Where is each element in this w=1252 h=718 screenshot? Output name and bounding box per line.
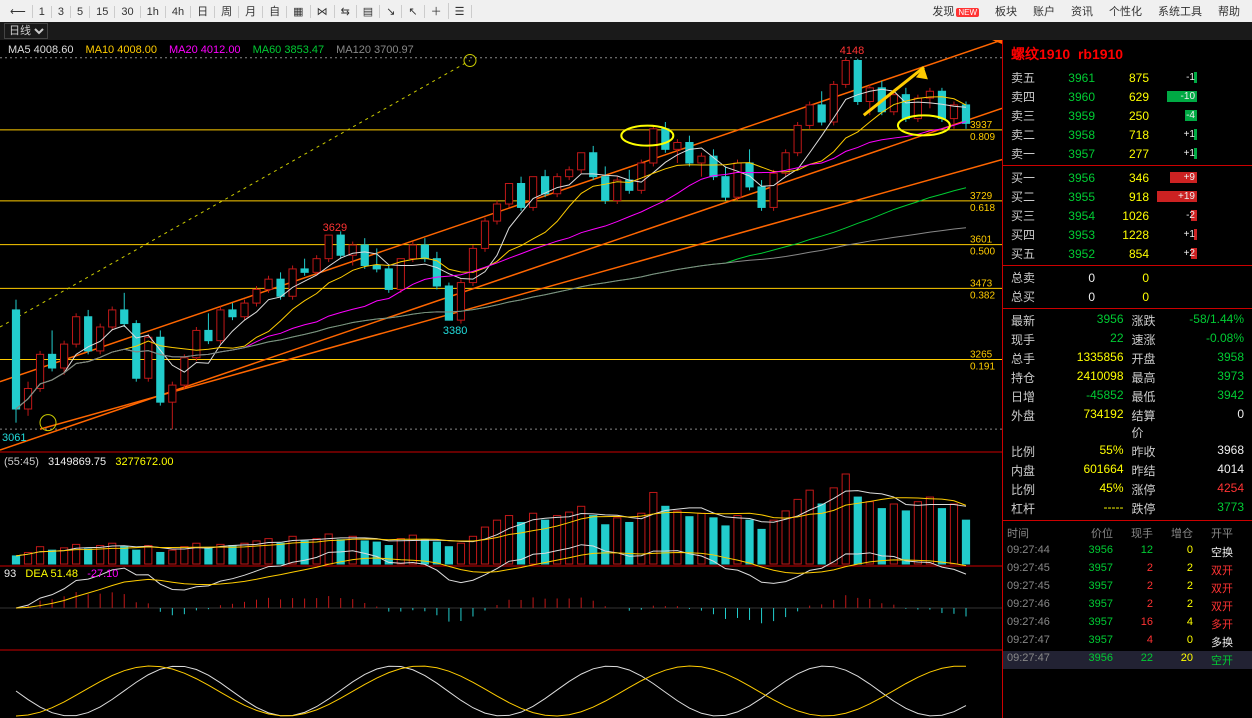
tick-row[interactable]: 09:27:44 3956 12 0 空换 — [1003, 543, 1252, 561]
period-button[interactable]: 1h — [141, 6, 166, 18]
ticks-header: 时间 价位 现手 增仓 开平 — [1003, 523, 1252, 543]
svg-text:0.191: 0.191 — [970, 361, 995, 372]
toolbar-icon[interactable]: ↖ — [402, 5, 424, 18]
toolbar-icon[interactable]: ⋈ — [311, 5, 335, 18]
period-button[interactable]: 5 — [71, 6, 90, 18]
period-button[interactable]: 日 — [191, 6, 215, 18]
bid-row[interactable]: 买四 3953 1228 +1 — [1003, 225, 1252, 244]
tick-row[interactable]: 09:27:46 3957 16 4 多开 — [1003, 615, 1252, 633]
ask-row[interactable]: 卖一 3957 277 +1 — [1003, 144, 1252, 163]
stat-cell: 持仓2410098 — [1007, 368, 1128, 387]
stat-cell: 杠杆----- — [1007, 499, 1128, 518]
stat-cell: 内盘601664 — [1007, 461, 1128, 480]
ask-row[interactable]: 卖四 3960 629 -10 — [1003, 87, 1252, 106]
toolbar-icon[interactable]: ＋ — [425, 3, 449, 19]
ma-value: MA60 3853.47 — [253, 44, 325, 56]
tick-row[interactable]: 09:27:45 3957 2 2 双开 — [1003, 579, 1252, 597]
bid-row[interactable]: 买二 3955 918 +19 — [1003, 187, 1252, 206]
svg-text:3937: 3937 — [970, 120, 993, 131]
toolbar-icon[interactable]: ☰ — [449, 5, 472, 18]
svg-text:0.618: 0.618 — [970, 203, 995, 214]
menu-item[interactable]: 发现NEW — [924, 6, 987, 18]
bid-row[interactable]: 买三 3954 1026 -2 — [1003, 206, 1252, 225]
toolbar-icon[interactable]: ▦ — [287, 5, 310, 18]
svg-text:3380: 3380 — [443, 325, 467, 337]
menu-item[interactable]: 资讯 — [1063, 6, 1101, 18]
bid-row[interactable]: 买五 3952 854 +2 — [1003, 244, 1252, 263]
stat-cell: 涨停4254 — [1128, 480, 1249, 499]
period-button[interactable]: 月 — [239, 6, 263, 18]
toolbar-icon[interactable]: ▤ — [357, 5, 380, 18]
svg-text:0.809: 0.809 — [970, 132, 995, 143]
period-button[interactable]: 1 — [33, 6, 52, 18]
tick-row[interactable]: 09:27:46 3957 2 2 双开 — [1003, 597, 1252, 615]
stat-cell: 最新3956 — [1007, 311, 1128, 330]
period-button[interactable]: 4h — [166, 6, 191, 18]
stat-cell: 涨跌-58/1.44% — [1128, 311, 1249, 330]
menu-item[interactable]: 账户 — [1025, 6, 1063, 18]
tick-row[interactable]: 09:27:47 3957 4 0 多换 — [1003, 633, 1252, 651]
svg-text:0.382: 0.382 — [970, 290, 995, 301]
svg-text:3629: 3629 — [323, 222, 347, 234]
macd-label: 93 DEA 51.48 -27.10 — [4, 568, 118, 580]
period-bar: 日线 — [0, 22, 1252, 40]
stat-cell: 结算价0 — [1128, 406, 1249, 442]
stats-grid: 最新3956涨跌-58/1.44%现手22速涨-0.08%总手1335856开盘… — [1003, 311, 1252, 518]
toolbar-back-icon[interactable]: ⟵ — [4, 5, 33, 18]
svg-text:3473: 3473 — [970, 278, 993, 289]
ma-value: MA120 3700.97 — [336, 44, 414, 56]
ma-value: MA10 4008.00 — [85, 44, 157, 56]
svg-text:3601: 3601 — [970, 235, 993, 246]
price-chart[interactable]: 39370.809 37290.618 36010.500 34730.382 3265… — [0, 40, 1002, 718]
stat-cell: 开盘3958 — [1128, 349, 1249, 368]
stat-cell: 比例45% — [1007, 480, 1128, 499]
chart-area[interactable]: MA5 4008.60 MA10 4008.00 MA20 4012.00 MA60 … — [0, 40, 1002, 718]
ask-row[interactable]: 卖二 3958 718 +1 — [1003, 125, 1252, 144]
stat-cell: 最低3942 — [1128, 387, 1249, 406]
period-button[interactable]: 3 — [52, 6, 71, 18]
menu-item[interactable]: 个性化 — [1101, 6, 1150, 18]
stat-cell: 昨收3968 — [1128, 442, 1249, 461]
total-buy-row: 总买 0 0 — [1003, 287, 1252, 306]
ask-row[interactable]: 卖三 3959 250 -4 — [1003, 106, 1252, 125]
total-sell-row: 总卖 0 0 — [1003, 268, 1252, 287]
volume-label: (55:45) 3149869.75 3277672.00 — [4, 456, 173, 468]
period-button[interactable]: 自 — [263, 6, 287, 18]
menu-item[interactable]: 板块 — [987, 6, 1025, 18]
bid-row[interactable]: 买一 3956 346 +9 — [1003, 168, 1252, 187]
tick-row[interactable]: 09:27:45 3957 2 2 双开 — [1003, 561, 1252, 579]
toolbar-icon[interactable]: ⇆ — [335, 5, 357, 18]
stat-cell: 比例55% — [1007, 442, 1128, 461]
period-button[interactable]: 30 — [115, 6, 140, 18]
toolbar: ⟵ 13515301h4h日周月自 ▦ ⋈ ⇆ ▤ ↘ ↖ ＋ ☰ 发现NEW板… — [0, 0, 1252, 22]
svg-text:0.500: 0.500 — [970, 247, 995, 258]
toolbar-icon[interactable]: ↘ — [380, 5, 402, 18]
ma-legend: MA5 4008.60 MA10 4008.00 MA20 4012.00 MA60 … — [0, 42, 434, 58]
stat-cell: 速涨-0.08% — [1128, 330, 1249, 349]
period-select[interactable]: 日线 — [4, 23, 48, 39]
ask-row[interactable]: 卖五 3961 875 -1 — [1003, 68, 1252, 87]
stat-cell: 现手22 — [1007, 330, 1128, 349]
side-panel: 螺纹1910 rb1910 卖五 3961 875 -1卖四 3960 629 … — [1002, 40, 1252, 718]
ma-value: MA5 4008.60 — [8, 44, 73, 56]
tick-row[interactable]: 09:27:47 3956 22 20 空开 — [1003, 651, 1252, 669]
menu-item[interactable]: 系统工具 — [1150, 6, 1210, 18]
stat-cell: 日增-45852 — [1007, 387, 1128, 406]
ma-value: MA20 4012.00 — [169, 44, 241, 56]
stat-cell: 昨结4014 — [1128, 461, 1249, 480]
stat-cell: 总手1335856 — [1007, 349, 1128, 368]
period-button[interactable]: 周 — [215, 6, 239, 18]
svg-text:4148: 4148 — [840, 45, 864, 57]
stat-cell: 跌停3773 — [1128, 499, 1249, 518]
period-button[interactable]: 15 — [90, 6, 115, 18]
contract-title: 螺纹1910 rb1910 — [1003, 40, 1252, 68]
svg-text:3729: 3729 — [970, 191, 993, 202]
stat-cell: 外盘734192 — [1007, 406, 1128, 442]
svg-text:3061: 3061 — [2, 432, 26, 444]
stat-cell: 最高3973 — [1128, 368, 1249, 387]
menu-item[interactable]: 帮助 — [1210, 6, 1248, 18]
svg-text:3265: 3265 — [970, 349, 993, 360]
